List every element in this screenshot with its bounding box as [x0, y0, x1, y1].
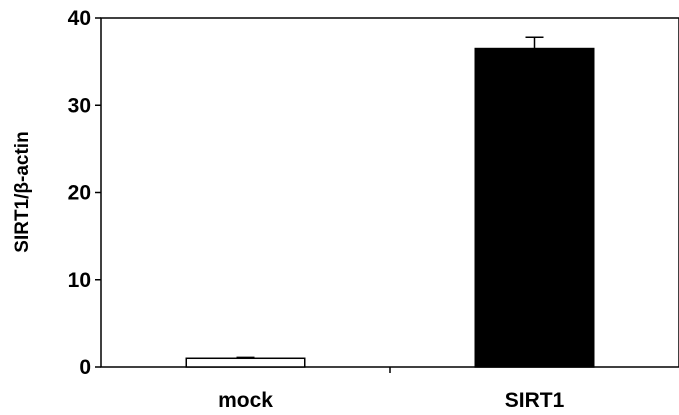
y-tick-label: 20 — [68, 182, 91, 205]
x-tick-labels: mock SIRT1 — [218, 389, 565, 412]
y-tick-labels: 0 10 20 30 40 — [68, 7, 91, 379]
y-tick-label: 10 — [68, 269, 91, 292]
x-tick-label: mock — [218, 389, 273, 412]
x-tick-label: SIRT1 — [505, 389, 565, 412]
error-bars-group — [236, 36, 544, 359]
bar-mock — [185, 357, 306, 368]
bars-group — [185, 47, 595, 368]
y-tick-label: 40 — [68, 7, 91, 30]
y-tick-label: 30 — [68, 94, 91, 117]
y-tick-label: 0 — [79, 356, 91, 379]
y-axis-ticks — [95, 17, 391, 373]
bar-sirt1 — [474, 47, 595, 368]
y-axis-title: SIRT1/β-actin — [12, 131, 33, 252]
